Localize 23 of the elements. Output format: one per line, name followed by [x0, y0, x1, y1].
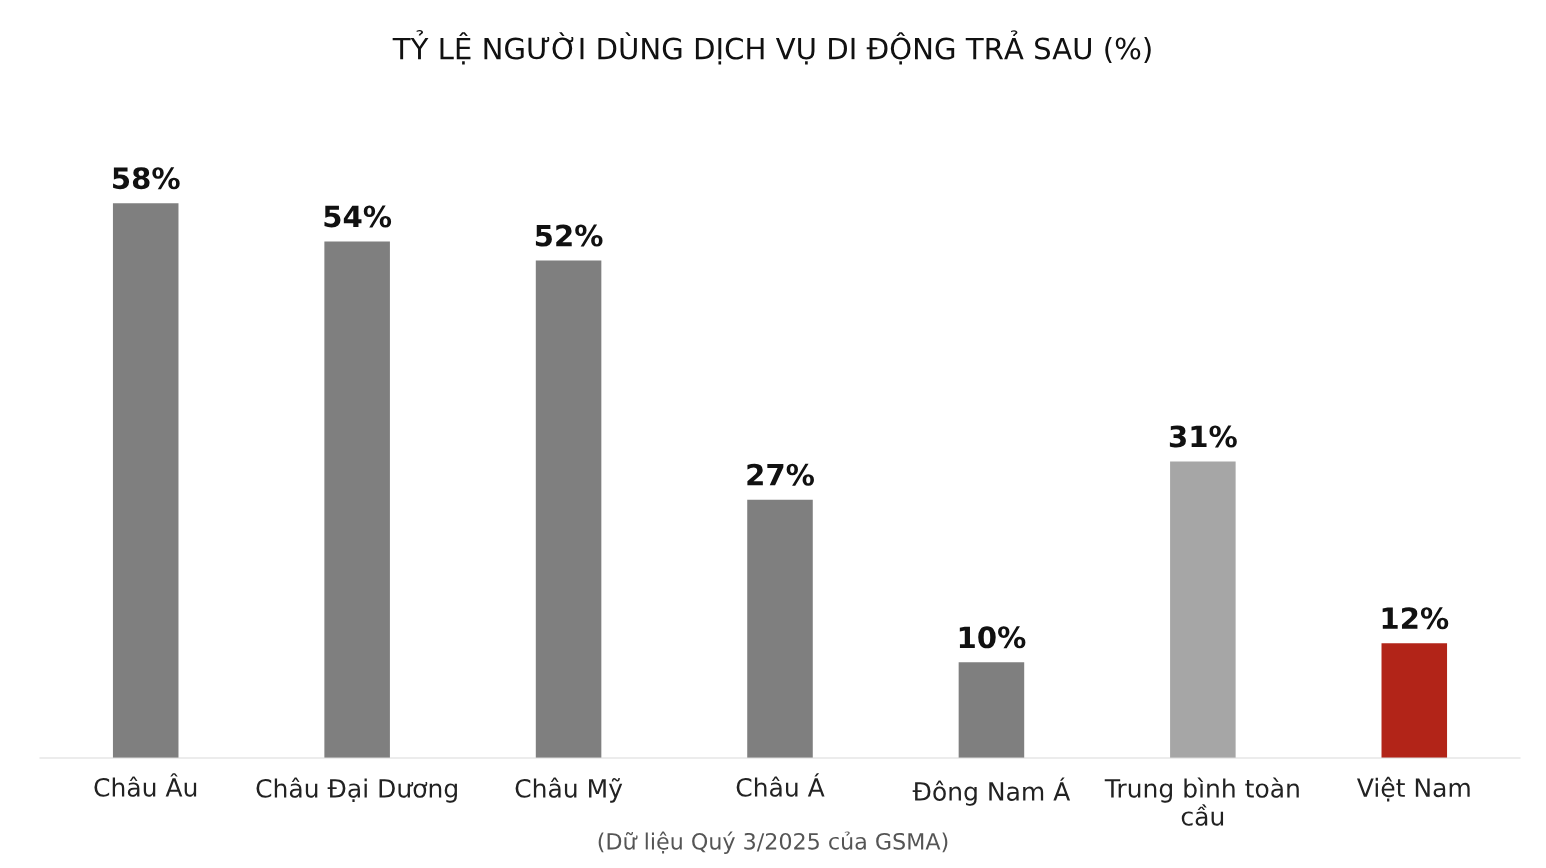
x-tick-label: Đông Nam Á [912, 777, 1071, 806]
x-tick-label: Châu Mỹ [515, 777, 623, 803]
data-label: 12% [1382, 607, 1449, 630]
x-tick-label: Trung bình toàn cầu [1104, 777, 1299, 826]
x-tick-label: Việt Nam [1356, 776, 1470, 802]
bar [535, 260, 602, 758]
bar [747, 499, 813, 758]
bar [1381, 643, 1448, 758]
data-label: 52% [535, 224, 603, 247]
chart-title: TỶ LỆ NGƯỜI DÙNG DỊCH VỤ DI ĐỘNG TRẢ SAU (%) [392, 30, 1151, 65]
x-tick-label: Châu Á [736, 773, 825, 797]
bar [1170, 461, 1236, 758]
bar [958, 662, 1025, 758]
bar [324, 241, 390, 758]
data-label: 27% [747, 463, 814, 486]
x-tick-label: Châu Đại Dương [256, 777, 457, 803]
data-label: 10% [959, 626, 1026, 649]
data-label: 58% [113, 167, 180, 190]
bar [112, 203, 179, 758]
data-label: 54% [324, 205, 392, 228]
text: (Dữ liệu Quý 3/2025 của GSMA) [598, 831, 948, 854]
x-tick-label: Châu Âu [94, 773, 197, 797]
data-label: 31% [1169, 425, 1237, 448]
